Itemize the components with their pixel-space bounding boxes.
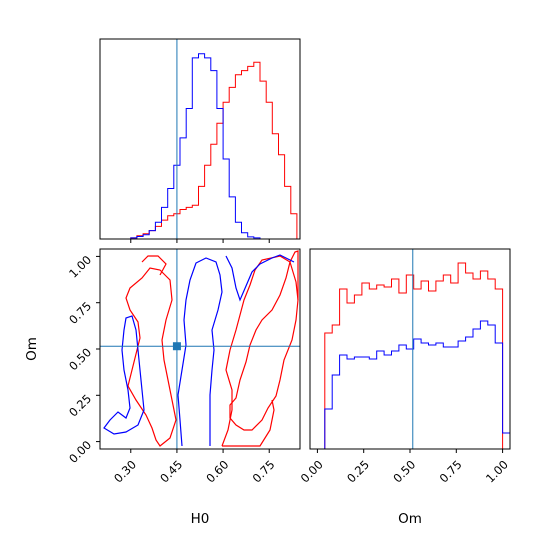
x-tick-label: 0.00 [298, 457, 326, 485]
hist-om-x-ticks: 0.00 0.25 0.50 0.75 1.00 [298, 449, 511, 485]
contour-blue-right [225, 254, 295, 302]
panel-contour-h0-om: 0.30 0.45 0.60 0.75 0.00 0.25 0.50 0.75 1.00 H0… [24, 239, 301, 527]
contour-red-left-edge [141, 255, 167, 276]
contour-red-outer [125, 267, 177, 447]
series-blue-hist-h0 [100, 53, 297, 240]
contours-blue [103, 254, 295, 447]
panel-frame-contour [99, 248, 301, 450]
contour-red-inner [229, 250, 299, 431]
truth-marker [172, 342, 181, 351]
hist-om-red-steps [310, 262, 510, 450]
series-red-hist-h0 [100, 61, 298, 240]
x-tick-label: 0.50 [390, 457, 418, 485]
panel-frame-hist-h0 [99, 38, 301, 240]
series-blue-hist-om [310, 320, 511, 450]
x-tick-label: 0.25 [344, 457, 372, 485]
x-tick-label: 0.75 [250, 457, 278, 485]
contour-blue-left [103, 315, 145, 435]
y-tick-label: 0.25 [66, 392, 94, 420]
x-axis-label-h0: H0 [191, 511, 210, 527]
x-tick-label: 0.75 [437, 457, 465, 485]
y-tick-label: 0.50 [66, 345, 94, 373]
contour-red-mid [221, 255, 299, 447]
x-tick-label: 0.60 [203, 457, 231, 485]
panel-hist-h0 [99, 38, 301, 240]
panel-hist-om: 0.00 0.25 0.50 0.75 1.00 Om [298, 248, 511, 527]
y-tick-label: 0.75 [66, 299, 94, 327]
y-tick-label: 1.00 [66, 253, 94, 281]
hist-h0-blue-steps [100, 53, 297, 240]
y-tick-label: 0.00 [66, 438, 94, 466]
hist-om-blue-steps [310, 320, 511, 450]
x-tick-label: 0.30 [111, 457, 139, 485]
contour-y-ticks: 0.00 0.25 0.50 0.75 1.00 [66, 253, 100, 466]
x-tick-label: 1.00 [483, 457, 511, 485]
y-axis-label-om: Om [24, 337, 40, 361]
contours-red [125, 250, 299, 447]
contour-blue-outer [177, 257, 223, 447]
x-tick-label: 0.45 [157, 457, 185, 485]
series-red-hist-om [310, 262, 510, 450]
hist-h0-red-steps [100, 61, 298, 240]
x-axis-label-om: Om [398, 511, 422, 527]
